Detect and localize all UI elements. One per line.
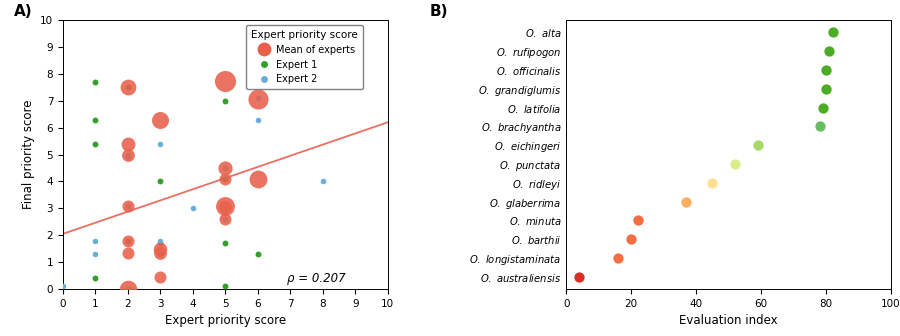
Point [218, 203, 232, 208]
Point [572, 274, 587, 280]
X-axis label: Evaluation index: Evaluation index [680, 314, 778, 327]
Point [819, 67, 833, 73]
Point [153, 246, 167, 251]
Point [88, 141, 103, 146]
Point [121, 203, 135, 208]
Point [728, 161, 742, 167]
Point [153, 238, 167, 243]
Point [218, 176, 232, 181]
Point [153, 141, 167, 146]
Point [822, 48, 836, 54]
Text: B): B) [430, 4, 448, 19]
Point [218, 165, 232, 171]
Point [250, 95, 265, 101]
Point [680, 199, 694, 204]
Point [121, 286, 135, 292]
Point [88, 79, 103, 85]
Point [751, 142, 765, 148]
Point [88, 117, 103, 122]
Point [185, 206, 200, 211]
Point [121, 85, 135, 90]
Point [218, 165, 232, 171]
Point [825, 30, 840, 35]
Point [250, 176, 265, 181]
Legend: Mean of experts, Expert 1, Expert 2: Mean of experts, Expert 1, Expert 2 [247, 25, 363, 89]
Point [121, 238, 135, 243]
Point [316, 79, 330, 85]
Point [121, 85, 135, 90]
Point [218, 216, 232, 222]
Point [316, 179, 330, 184]
Point [218, 176, 232, 181]
Point [153, 251, 167, 257]
Text: ρ = 0.207: ρ = 0.207 [287, 272, 346, 285]
Point [250, 117, 265, 122]
Point [121, 152, 135, 157]
Point [250, 97, 265, 102]
Point [121, 238, 135, 243]
Point [631, 218, 645, 223]
Point [121, 203, 135, 208]
Point [121, 250, 135, 255]
Point [815, 105, 830, 110]
Point [121, 152, 135, 157]
Point [218, 203, 232, 208]
Point [88, 276, 103, 281]
Text: A): A) [14, 4, 33, 19]
Point [121, 286, 135, 292]
Point [153, 241, 167, 246]
Point [121, 286, 135, 292]
Point [218, 241, 232, 246]
Point [250, 251, 265, 257]
X-axis label: Expert priority score: Expert priority score [165, 314, 286, 327]
Point [218, 204, 232, 210]
Point [218, 78, 232, 83]
Y-axis label: Final priority score: Final priority score [22, 100, 34, 209]
Point [218, 98, 232, 103]
Point [819, 86, 833, 91]
Point [706, 180, 720, 185]
Point [813, 124, 827, 129]
Point [153, 179, 167, 184]
Point [56, 284, 70, 289]
Point [153, 274, 167, 280]
Point [153, 117, 167, 122]
Point [218, 216, 232, 222]
Point [121, 155, 135, 160]
Point [153, 246, 167, 251]
Point [88, 251, 103, 257]
Point [611, 255, 625, 261]
Point [121, 141, 135, 146]
Point [88, 238, 103, 243]
Point [624, 237, 638, 242]
Point [153, 250, 167, 255]
Point [218, 284, 232, 289]
